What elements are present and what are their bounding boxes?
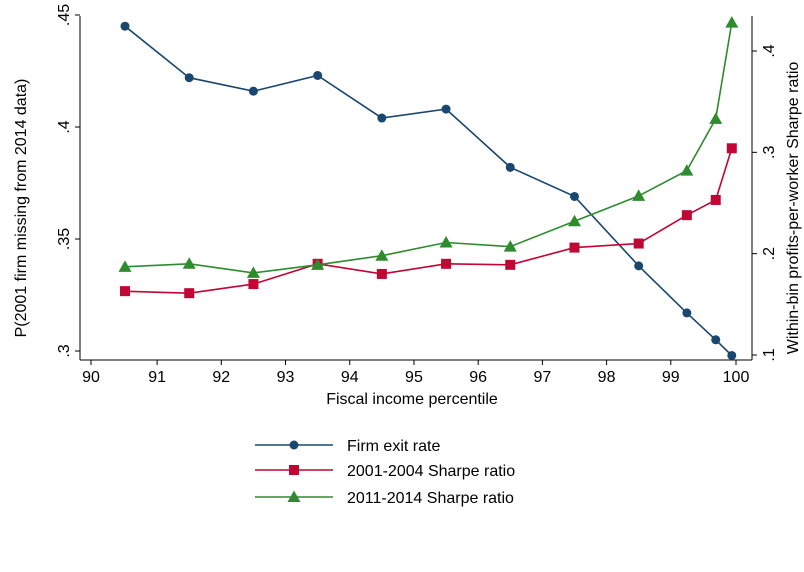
legend-marker (289, 465, 299, 475)
x-tick-label: 96 (469, 369, 487, 386)
data-point (246, 266, 260, 278)
legend-marker (287, 490, 301, 502)
x-axis-label: Fiscal income percentile (326, 391, 498, 408)
y2-tick-label: .2 (761, 247, 778, 260)
x-tick-label: 97 (533, 369, 551, 386)
data-point (505, 259, 516, 270)
data-point (182, 257, 196, 269)
data-point (505, 162, 515, 172)
y-tick-label: .3 (56, 344, 73, 357)
data-point (439, 236, 453, 248)
data-point (377, 113, 387, 123)
x-tick-label: 95 (405, 369, 423, 386)
x-tick-label: 92 (212, 369, 230, 386)
data-point (710, 194, 721, 205)
right-y-axis-ticks: .1 .2 .3 .4 (752, 44, 778, 362)
x-axis-ticks: 90 91 92 93 94 95 96 97 98 99 100 (82, 360, 749, 386)
data-point (375, 249, 389, 261)
data-point (727, 350, 737, 360)
data-point (680, 164, 694, 176)
series-line (124, 22, 733, 274)
y2-tick-label: .4 (761, 44, 778, 57)
x-tick-label: 90 (82, 369, 100, 386)
series-3 (118, 16, 739, 278)
legend-item: 2001-2004 Sharpe ratio (255, 463, 515, 480)
legend-item: Firm exit rate (255, 438, 440, 455)
data-point (567, 214, 581, 227)
x-tick-label: 93 (277, 369, 295, 386)
data-point (633, 238, 644, 249)
data-point (313, 70, 323, 80)
data-point (184, 288, 195, 299)
data-point (376, 268, 387, 279)
data-point (184, 73, 194, 83)
series-1 (120, 21, 737, 360)
data-point (120, 286, 130, 297)
data-point (503, 240, 517, 252)
data-point (634, 261, 644, 271)
legend: Firm exit rate 2001-2004 Sharpe ratio 2011… (255, 438, 515, 507)
data-point (726, 143, 737, 154)
data-point (311, 258, 325, 270)
data-point (120, 21, 130, 31)
data-point (682, 308, 692, 318)
data-point (632, 189, 646, 201)
x-tick-label: 94 (341, 369, 359, 386)
legend-item: 2011-2014 Sharpe ratio (255, 490, 514, 507)
y-tick-label: .45 (56, 4, 73, 26)
data-point (681, 210, 692, 221)
legend-label: 2011-2014 Sharpe ratio (347, 490, 514, 507)
data-point (569, 191, 579, 201)
data-point (725, 16, 739, 28)
data-point (709, 112, 723, 124)
x-tick-label: 99 (662, 369, 680, 386)
x-tick-label: 100 (723, 369, 750, 386)
right-y-axis-label: Within-bin profits-per-worker Sharpe rat… (785, 62, 802, 355)
data-point (248, 86, 258, 96)
data-point (248, 279, 259, 290)
x-tick-label: 98 (598, 369, 616, 386)
data-point (711, 335, 721, 345)
legend-label: Firm exit rate (347, 438, 440, 455)
y2-tick-label: .3 (761, 146, 778, 159)
left-y-axis-ticks: .3 .35 .4 .45 (56, 4, 80, 358)
y-tick-label: .35 (56, 228, 73, 250)
y-tick-label: .4 (56, 120, 73, 133)
legend-marker (289, 440, 299, 450)
x-tick-label: 91 (148, 369, 166, 386)
series-layer (118, 16, 739, 360)
legend-label: 2001-2004 Sharpe ratio (347, 463, 515, 480)
data-point (569, 242, 580, 253)
left-y-axis-label: P(2001 firm missing from 2014 data) (13, 79, 30, 338)
data-point (441, 258, 452, 269)
data-point (118, 260, 132, 272)
series-line (124, 25, 733, 357)
data-point (441, 104, 451, 114)
y2-tick-label: .1 (761, 348, 778, 361)
